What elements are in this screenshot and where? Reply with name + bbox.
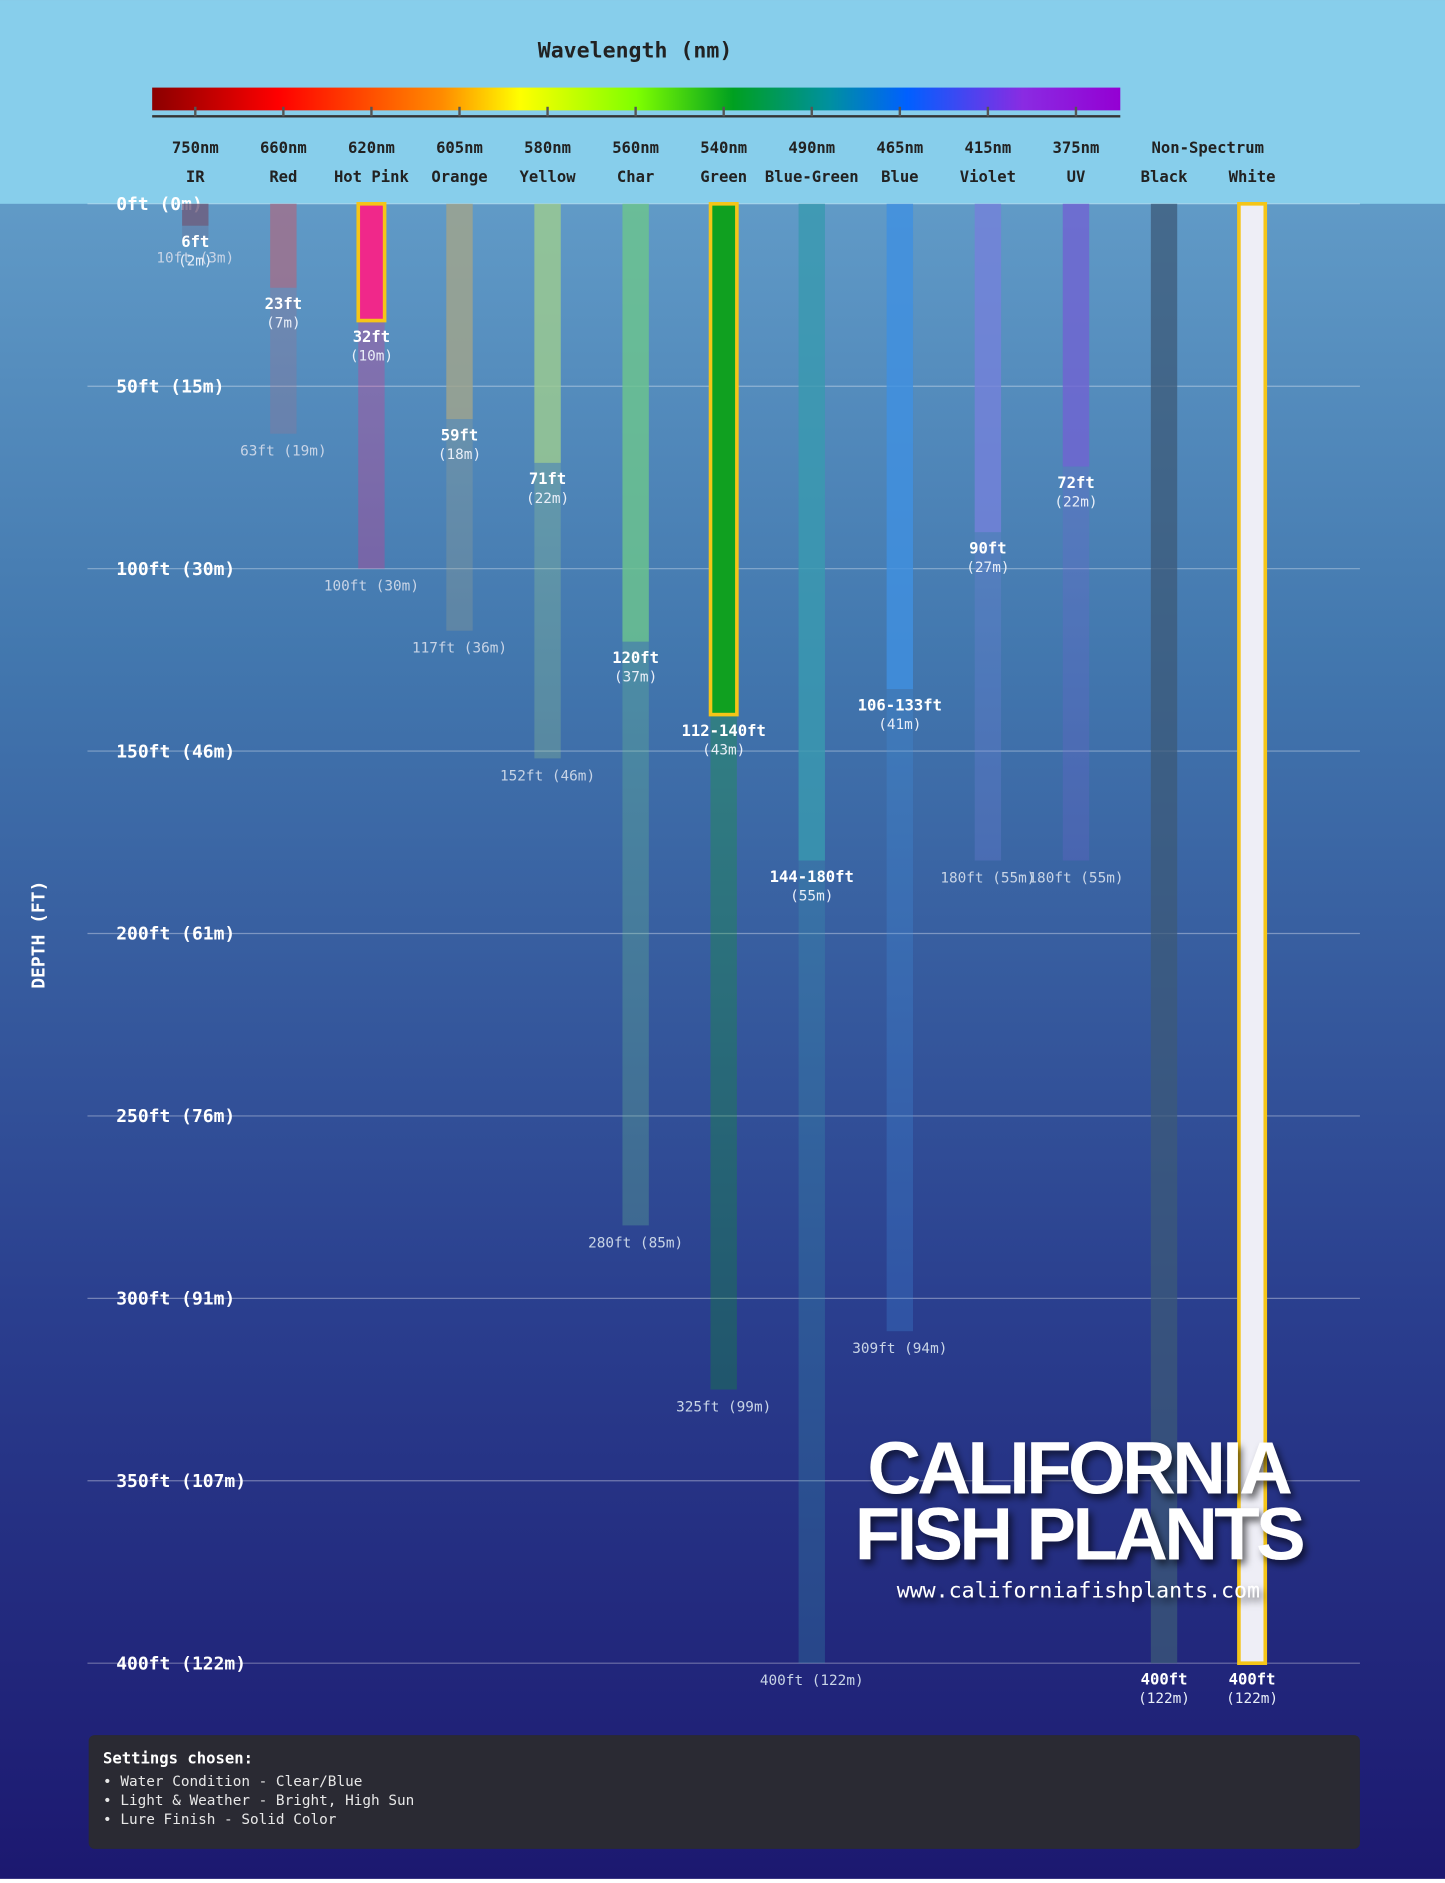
wavelength-label: 620nm bbox=[348, 139, 395, 157]
color-name: Blue-Green bbox=[765, 168, 859, 186]
faded-label: 117ft (36m) bbox=[412, 641, 507, 657]
depth-bar bbox=[974, 203, 1002, 533]
wavelength-label: 540nm bbox=[700, 139, 747, 157]
depth-label: 112-140ft bbox=[682, 722, 766, 740]
depth-m-label: (122m) bbox=[1138, 1691, 1190, 1707]
depth-label: 32ft bbox=[353, 328, 390, 346]
depth-bar bbox=[622, 203, 649, 642]
depth-bar bbox=[356, 202, 387, 323]
logo-url: www.californiafishplants.com bbox=[897, 1578, 1260, 1603]
depth-m-label: (10m) bbox=[350, 349, 393, 365]
wavelength-label: 560nm bbox=[612, 139, 659, 157]
y-tick-label: 100ft (30m) bbox=[116, 559, 235, 580]
color-name: Red bbox=[269, 168, 297, 186]
spectrum-bar bbox=[152, 87, 1121, 111]
depth-bar bbox=[534, 203, 561, 463]
wavelength-label: 375nm bbox=[1053, 139, 1100, 157]
bars: 0ft (0m) 50ft (15m) 100ft (30m) 150ft (46m)… bbox=[87, 106, 1360, 1707]
logo: CALIFORNIA FISH PLANTS www.californiafis… bbox=[855, 1427, 1307, 1604]
depth-label: 120ft bbox=[612, 649, 659, 667]
y-tick-label: 350ft (107m) bbox=[116, 1471, 246, 1492]
color-name: IR bbox=[186, 168, 205, 186]
color-name: White bbox=[1229, 168, 1276, 186]
depth-m-label: (43m) bbox=[702, 743, 745, 759]
faded-label: 63ft (19m) bbox=[240, 444, 326, 460]
settings-item: • Water Condition - Clear/Blue bbox=[103, 1774, 362, 1790]
depth-bar bbox=[1150, 203, 1178, 1664]
logo-line: CALIFORNIA bbox=[867, 1427, 1291, 1510]
depth-label: 59ft bbox=[441, 426, 478, 444]
depth-m-label: (7m) bbox=[266, 316, 301, 332]
wavelength-label: 415nm bbox=[964, 139, 1011, 157]
wavelength-label: 490nm bbox=[788, 139, 835, 157]
y-tick-label: 250ft (76m) bbox=[116, 1106, 235, 1127]
depth-m-label: (41m) bbox=[878, 717, 921, 733]
faded-label: 400ft (122m) bbox=[760, 1673, 864, 1689]
y-tick-label: 0ft (0m) bbox=[116, 194, 203, 215]
faded-label: 152ft (46m) bbox=[500, 768, 595, 784]
depth-m-label: (22m) bbox=[526, 491, 569, 507]
depth-label: 6ft bbox=[181, 233, 209, 251]
depth-m-label: (22m) bbox=[1054, 494, 1097, 510]
depth-label: 144-180ft bbox=[770, 868, 854, 886]
depth-bar bbox=[798, 203, 825, 861]
depth-bar bbox=[182, 203, 209, 226]
depth-m-label: (55m) bbox=[790, 888, 833, 904]
y-tick-label: 50ft (15m) bbox=[116, 376, 224, 397]
wavelength-label: 465nm bbox=[876, 139, 923, 157]
depth-m-label: (27m) bbox=[966, 560, 1009, 576]
y-tick-label: 150ft (46m) bbox=[116, 741, 235, 762]
y-tick-label: 200ft (61m) bbox=[116, 924, 235, 945]
depth-m-label: (18m) bbox=[438, 447, 481, 463]
faded-label: 309ft (94m) bbox=[852, 1341, 947, 1357]
faded-label: 280ft (85m) bbox=[588, 1235, 683, 1251]
group-label: Non-Spectrum bbox=[1152, 139, 1264, 157]
depth-bar bbox=[1237, 202, 1268, 1665]
wavelength-label: 750nm bbox=[172, 139, 219, 157]
wavelength-label: 660nm bbox=[260, 139, 307, 157]
depth-label: 72ft bbox=[1057, 474, 1094, 492]
color-name: UV bbox=[1067, 168, 1086, 186]
color-name: Blue bbox=[881, 168, 918, 186]
wavelength-label: 605nm bbox=[436, 139, 483, 157]
y-tick-label: 300ft (91m) bbox=[116, 1289, 235, 1310]
depth-label: 106-133ft bbox=[858, 696, 942, 714]
depth-bar bbox=[1062, 203, 1090, 467]
faded-label: 100ft (30m) bbox=[324, 579, 419, 595]
depth-bar bbox=[886, 203, 914, 690]
settings-box bbox=[88, 1735, 1360, 1849]
depth-bar bbox=[446, 203, 473, 420]
depth-label: 71ft bbox=[529, 470, 566, 488]
wavelength-label: 580nm bbox=[524, 139, 571, 157]
faded-label: 325ft (99m) bbox=[676, 1400, 771, 1416]
color-name: Violet bbox=[960, 168, 1016, 186]
color-name: Black bbox=[1141, 168, 1188, 186]
depth-bar bbox=[708, 202, 739, 717]
depth-label: 400ft bbox=[1141, 1670, 1188, 1688]
color-name: Char bbox=[617, 168, 654, 186]
y-axis-label: DEPTH (FT) bbox=[29, 881, 50, 989]
faded-label: 10ft (3m) bbox=[156, 250, 234, 266]
settings-item: • Light & Weather - Bright, High Sun bbox=[103, 1793, 414, 1809]
color-name: Orange bbox=[431, 168, 487, 186]
logo-line: FISH PLANTS bbox=[855, 1492, 1303, 1575]
depth-label: 400ft bbox=[1229, 1670, 1276, 1688]
color-name: Green bbox=[700, 168, 747, 186]
color-name: Yellow bbox=[519, 168, 576, 186]
settings-item: • Lure Finish - Solid Color bbox=[103, 1812, 337, 1828]
depth-label: 23ft bbox=[265, 295, 302, 313]
faded-label: 180ft (55m) bbox=[940, 871, 1035, 887]
color-name: Hot Pink bbox=[334, 168, 410, 186]
depth-m-label: (122m) bbox=[1226, 1691, 1278, 1707]
depth-label: 90ft bbox=[969, 539, 1006, 557]
y-tick-label: 400ft (122m) bbox=[116, 1653, 246, 1674]
depth-bar bbox=[270, 203, 297, 288]
settings-title: Settings chosen: bbox=[103, 1750, 253, 1768]
faded-label: 180ft (55m) bbox=[1028, 871, 1123, 887]
chart-title: Wavelength (nm) bbox=[538, 39, 733, 64]
depth-m-label: (2m) bbox=[178, 254, 213, 270]
depth-m-label: (37m) bbox=[614, 670, 657, 686]
